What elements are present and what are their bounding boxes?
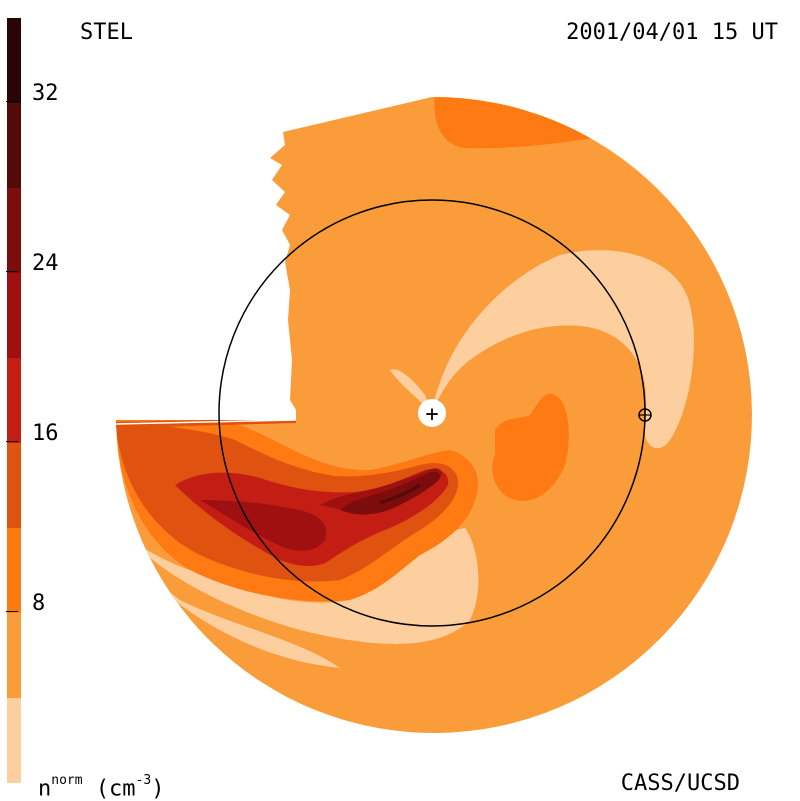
density-arm-light-lower (130, 528, 479, 644)
units-paren: (cm (95, 776, 136, 801)
colorbar-band (7, 528, 21, 613)
density-streak-gap (116, 419, 297, 425)
density-core (340, 471, 441, 515)
colorbar-tick (6, 271, 18, 272)
density-arm-light-right (432, 250, 694, 449)
colorbar-tick (6, 101, 18, 102)
sun-symbol: + (425, 402, 438, 427)
density-patch-top (434, 96, 640, 149)
colorbar-band (7, 443, 21, 528)
units-label: nnorm (cm-3) (38, 773, 164, 800)
colorbar-band (7, 273, 21, 358)
colorbar-band (7, 613, 21, 698)
colorbar-band (7, 188, 21, 273)
density-band-light-bottom (140, 570, 340, 668)
units-superscript: norm (51, 773, 83, 788)
density-blob-right (492, 393, 569, 501)
colorbar-tick (6, 611, 18, 612)
units-close: ) (151, 776, 165, 801)
colorbar-tick-label: 16 (32, 421, 59, 446)
credit-label: CASS/UCSD (620, 771, 740, 796)
colorbar-tick (6, 441, 18, 442)
colorbar (7, 18, 21, 783)
units-symbol: n (38, 776, 52, 801)
colorbar-band (7, 358, 21, 443)
colorbar-band (7, 18, 21, 103)
density-core-peak (379, 483, 421, 505)
density-lobe-light (390, 369, 432, 413)
colorbar-tick-label: 24 (32, 251, 59, 276)
density-arm-level5b (320, 468, 442, 514)
instrument-label: STEL (80, 20, 133, 45)
density-field (116, 96, 752, 733)
sun-marker (418, 399, 446, 427)
colorbar-tick-label: 32 (32, 81, 59, 106)
units-exponent: -3 (135, 773, 152, 788)
colorbar-tick-label: 8 (32, 591, 46, 616)
density-arm-level5a (200, 500, 327, 551)
timestamp-label: 2001/04/01 15 UT (566, 20, 778, 45)
colorbar-band (7, 103, 21, 188)
colorbar-band (7, 698, 21, 783)
